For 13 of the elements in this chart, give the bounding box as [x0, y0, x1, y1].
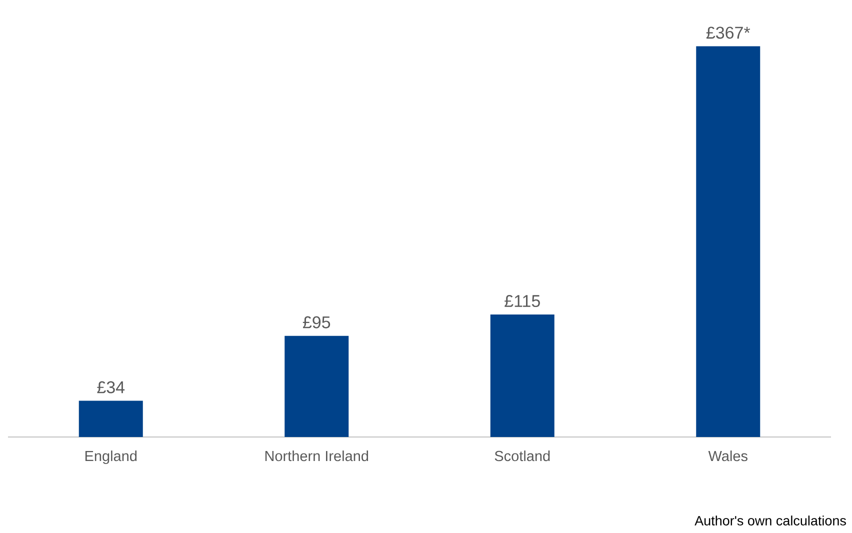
x-tick-label: Northern Ireland: [265, 450, 368, 462]
bar: [696, 46, 760, 437]
bar: [284, 336, 349, 437]
data-label: £34: [97, 381, 125, 394]
x-tick-label: Wales: [708, 450, 748, 462]
data-label: £115: [504, 295, 540, 308]
bar: [490, 314, 554, 437]
x-tick-label: Scotland: [494, 450, 550, 462]
bar: [78, 400, 143, 437]
data-label: £367*: [706, 26, 750, 39]
x-tick-label: England: [85, 450, 137, 464]
text: Author's own calculations: [694, 516, 846, 526]
data-label: £95: [302, 316, 330, 328]
